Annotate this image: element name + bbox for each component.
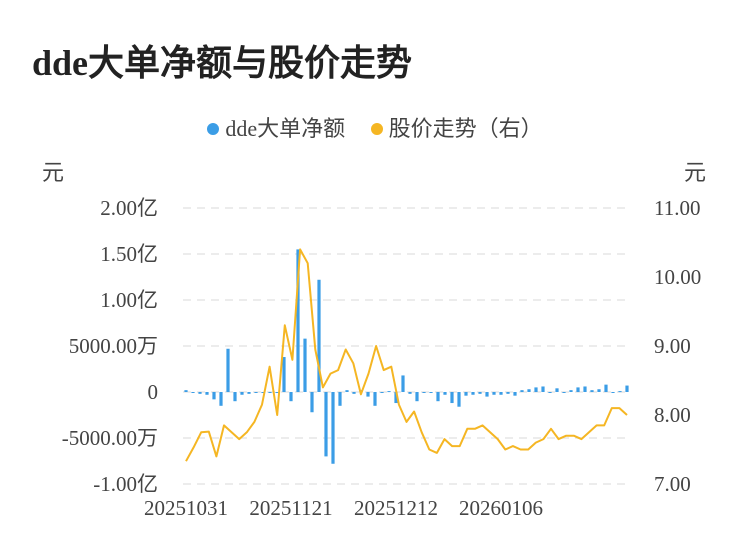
dde-bar — [226, 348, 230, 392]
chart-title: dde大单净额与股价走势 — [32, 43, 413, 83]
dde-bar — [604, 384, 608, 392]
dde-bar — [254, 392, 258, 393]
dde-bar — [485, 392, 489, 397]
dde-bar — [471, 392, 475, 395]
legend-item-dde[interactable]: dde大单净额 — [207, 111, 345, 143]
dde-bar — [569, 390, 573, 392]
dde-bar — [394, 392, 398, 404]
dde-bar — [233, 392, 237, 402]
right-tick-label: 8.00 — [654, 403, 691, 427]
left-tick-label: 1.50亿 — [100, 242, 158, 266]
dde-bar — [219, 392, 223, 406]
legend: dde大单净额 股价走势（右） — [0, 111, 750, 143]
dde-bar — [618, 391, 622, 393]
left-tick-label: 0 — [148, 380, 159, 404]
dde-bar — [492, 392, 496, 395]
dde-bar — [366, 392, 370, 397]
price-line — [185, 248, 628, 462]
dde-bar — [478, 392, 482, 394]
dde-bar — [296, 249, 300, 392]
dde-bar — [247, 392, 251, 394]
dde-bar — [562, 392, 566, 393]
dde-bar — [408, 392, 412, 394]
dde-bar — [345, 390, 349, 392]
dde-bar — [548, 392, 552, 393]
legend-label-dde: dde大单净额 — [225, 116, 346, 141]
dde-bar — [541, 386, 545, 392]
dde-bar — [387, 391, 391, 393]
dde-bar — [289, 392, 293, 402]
dde-bar — [198, 392, 202, 394]
legend-dot-dde — [207, 122, 220, 135]
x-tick-label: 20251121 — [249, 496, 332, 520]
dde-bar — [499, 392, 503, 395]
dde-bar — [352, 392, 356, 394]
dde-bar — [457, 392, 461, 407]
dde-bar — [331, 392, 335, 464]
dde-bar — [436, 392, 440, 402]
dde-bar — [282, 357, 286, 392]
x-tick-label: 20260106 — [459, 496, 543, 520]
right-tick-label: 10.00 — [654, 265, 701, 289]
x-tick-label: 20251212 — [354, 496, 438, 520]
legend-label-price: 股价走势（右） — [388, 116, 543, 141]
dde-bar — [268, 392, 272, 393]
legend-dot-price — [370, 122, 383, 135]
right-tick-label: 9.00 — [654, 334, 691, 358]
right-tick-label: 7.00 — [654, 472, 691, 496]
right-tick-label: 11.00 — [654, 196, 700, 220]
dde-bar — [324, 392, 328, 457]
left-tick-label: -5000.00万 — [62, 426, 158, 450]
left-tick-label: 2.00亿 — [100, 196, 158, 220]
dde-bar — [338, 392, 342, 406]
dde-bar — [625, 385, 629, 392]
dde-bar — [373, 392, 377, 406]
dde-bar — [303, 338, 307, 392]
dde-bar — [520, 390, 524, 392]
dde-bar — [191, 392, 195, 393]
dde-bar — [555, 388, 559, 392]
legend-item-price[interactable]: 股价走势（右） — [370, 111, 543, 143]
left-axis-unit: 元 — [42, 160, 65, 185]
left-tick-label: -1.00亿 — [93, 472, 158, 496]
dde-bar — [513, 392, 517, 396]
dde-bar — [527, 389, 531, 392]
dde-bar — [583, 386, 587, 392]
dde-bar — [261, 392, 265, 393]
dde-bar — [611, 392, 615, 393]
dde-bar — [450, 392, 454, 404]
dde-bar — [205, 392, 209, 395]
dde-bar — [590, 390, 594, 392]
left-tick-label: 5000.00万 — [69, 334, 158, 358]
dde-bar — [184, 390, 188, 392]
dde-bar — [576, 387, 580, 392]
dde-bar — [310, 392, 314, 413]
x-tick-label: 20251031 — [144, 496, 228, 520]
dde-bar — [464, 392, 468, 396]
dde-bar — [240, 392, 244, 395]
dde-bar — [415, 392, 419, 402]
dde-bar — [317, 279, 321, 392]
dde-bar — [506, 392, 510, 394]
dde-bar — [212, 392, 216, 400]
right-axis-unit: 元 — [684, 160, 707, 185]
dde-bar — [422, 392, 426, 393]
dde-bar — [275, 392, 279, 393]
dde-bar — [380, 392, 384, 393]
dde-bar — [429, 392, 433, 393]
dde-bar — [534, 387, 538, 392]
left-tick-label: 1.00亿 — [100, 288, 158, 312]
dde-bar — [443, 392, 447, 395]
dde-bar — [401, 375, 405, 392]
dde-bar — [597, 389, 601, 392]
